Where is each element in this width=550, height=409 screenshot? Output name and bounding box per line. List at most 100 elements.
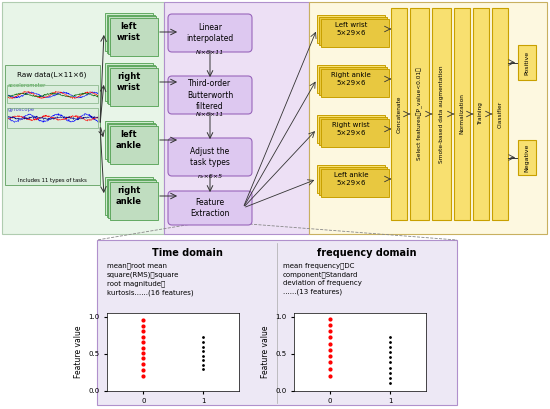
Point xyxy=(199,339,208,346)
Point xyxy=(139,317,147,324)
FancyBboxPatch shape xyxy=(108,66,156,104)
FancyBboxPatch shape xyxy=(518,45,536,80)
Point xyxy=(326,346,334,353)
FancyBboxPatch shape xyxy=(2,2,164,234)
Point xyxy=(139,366,147,373)
Text: Concatenate: Concatenate xyxy=(397,95,402,133)
FancyBboxPatch shape xyxy=(319,167,387,195)
FancyBboxPatch shape xyxy=(410,8,429,220)
Text: Smote-based data augmentation: Smote-based data augmentation xyxy=(439,65,444,163)
FancyBboxPatch shape xyxy=(391,8,407,220)
Point xyxy=(326,359,334,366)
Point xyxy=(326,334,334,341)
Text: Classifier: Classifier xyxy=(498,101,503,128)
FancyBboxPatch shape xyxy=(108,16,156,54)
FancyBboxPatch shape xyxy=(432,8,451,220)
FancyBboxPatch shape xyxy=(317,115,385,143)
FancyBboxPatch shape xyxy=(168,138,252,176)
FancyBboxPatch shape xyxy=(321,119,388,146)
FancyBboxPatch shape xyxy=(105,63,153,101)
Text: Negative: Negative xyxy=(525,143,530,172)
FancyBboxPatch shape xyxy=(317,65,385,93)
FancyBboxPatch shape xyxy=(473,8,489,220)
Point xyxy=(199,366,208,373)
Point xyxy=(386,370,395,376)
Point xyxy=(386,333,395,340)
FancyBboxPatch shape xyxy=(518,140,536,175)
Point xyxy=(326,353,334,359)
Point xyxy=(199,357,208,364)
Point xyxy=(139,373,147,379)
FancyBboxPatch shape xyxy=(107,15,155,53)
Point xyxy=(139,344,147,351)
FancyBboxPatch shape xyxy=(108,180,156,218)
Text: Select features（P_value<0.01）: Select features（P_value<0.01） xyxy=(416,67,422,160)
Text: Third-order
Butterworth
filtered: Third-order Butterworth filtered xyxy=(187,79,233,110)
FancyBboxPatch shape xyxy=(168,14,252,52)
Text: Includes 11 types of tasks: Includes 11 types of tasks xyxy=(18,178,86,183)
FancyBboxPatch shape xyxy=(319,67,387,95)
FancyBboxPatch shape xyxy=(317,165,385,193)
Point xyxy=(199,362,208,368)
Text: Left wrist
5×29×6: Left wrist 5×29×6 xyxy=(335,22,367,36)
Text: accelerometer: accelerometer xyxy=(8,83,46,88)
FancyBboxPatch shape xyxy=(168,191,252,225)
FancyBboxPatch shape xyxy=(105,121,153,159)
Text: Left ankle
5×29×6: Left ankle 5×29×6 xyxy=(334,172,368,186)
FancyBboxPatch shape xyxy=(164,2,309,234)
Point xyxy=(139,355,147,361)
Point xyxy=(386,339,395,345)
FancyBboxPatch shape xyxy=(107,179,155,217)
Point xyxy=(326,328,334,335)
Point xyxy=(386,380,395,387)
Point xyxy=(326,322,334,329)
Point xyxy=(326,315,334,322)
FancyBboxPatch shape xyxy=(110,68,158,106)
FancyBboxPatch shape xyxy=(110,126,158,164)
Point xyxy=(326,341,334,347)
Point xyxy=(199,344,208,350)
Point xyxy=(139,339,147,345)
Text: left
wrist: left wrist xyxy=(117,22,141,42)
FancyBboxPatch shape xyxy=(317,15,385,43)
Point xyxy=(386,344,395,350)
FancyBboxPatch shape xyxy=(108,124,156,162)
Point xyxy=(199,348,208,355)
Text: frequency domain: frequency domain xyxy=(317,248,417,258)
FancyBboxPatch shape xyxy=(319,117,387,145)
Point xyxy=(326,373,334,379)
Text: Nᵢ×6×11: Nᵢ×6×11 xyxy=(196,50,224,55)
Text: Raw data(L×11×6): Raw data(L×11×6) xyxy=(17,72,87,79)
Point xyxy=(139,328,147,335)
FancyBboxPatch shape xyxy=(105,13,153,51)
Point xyxy=(139,333,147,340)
Text: Adjust the
task types: Adjust the task types xyxy=(190,147,230,167)
Text: Normalization: Normalization xyxy=(459,94,465,135)
Y-axis label: Feature value: Feature value xyxy=(74,326,83,378)
Text: Linear
interpolated: Linear interpolated xyxy=(186,23,234,43)
FancyBboxPatch shape xyxy=(454,8,470,220)
FancyBboxPatch shape xyxy=(110,18,158,56)
Point xyxy=(199,334,208,341)
FancyBboxPatch shape xyxy=(319,17,387,45)
FancyBboxPatch shape xyxy=(492,8,508,220)
FancyBboxPatch shape xyxy=(321,169,388,196)
Point xyxy=(386,375,395,381)
Text: Right wrist
5×29×6: Right wrist 5×29×6 xyxy=(332,122,370,136)
Text: Positive: Positive xyxy=(525,50,530,74)
FancyBboxPatch shape xyxy=(105,177,153,215)
Point xyxy=(386,359,395,366)
FancyBboxPatch shape xyxy=(5,65,100,185)
Text: Nᵢ×6×11: Nᵢ×6×11 xyxy=(196,112,224,117)
Point xyxy=(386,364,395,371)
FancyBboxPatch shape xyxy=(107,65,155,103)
Point xyxy=(386,354,395,361)
Point xyxy=(386,349,395,355)
Y-axis label: Feature value: Feature value xyxy=(261,326,270,378)
Text: Feature
Extraction: Feature Extraction xyxy=(190,198,230,218)
FancyBboxPatch shape xyxy=(110,182,158,220)
Point xyxy=(139,361,147,367)
FancyBboxPatch shape xyxy=(168,76,252,114)
Point xyxy=(199,353,208,359)
FancyBboxPatch shape xyxy=(309,2,547,234)
